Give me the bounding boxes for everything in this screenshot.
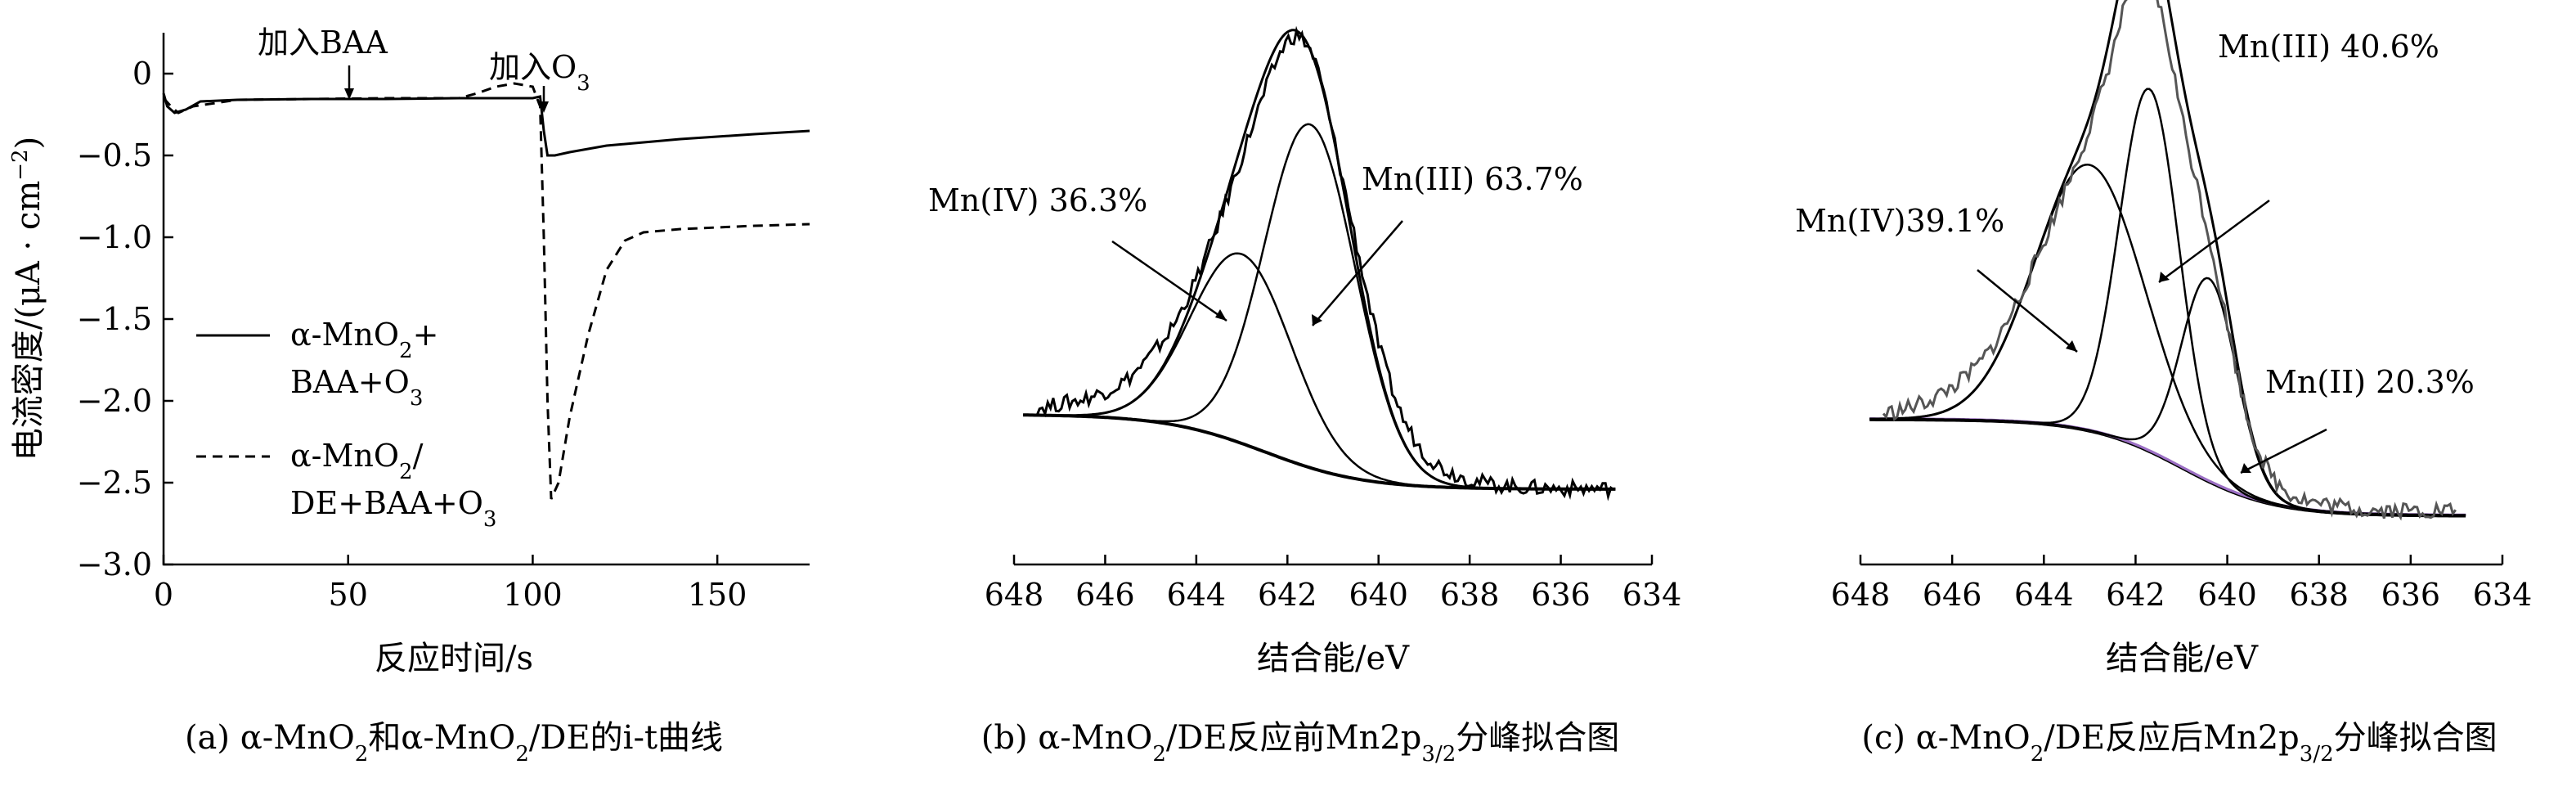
panel-a-y-tick-label: 0 [132,56,152,92]
panel-b-ticks: 648 646 644 642 640 638 636 634 [985,555,1682,613]
panel-c-x-tick-label: 640 [2197,577,2257,613]
annotation-c-mn4-arrow [1977,269,2078,353]
annotation-b-mn4-arrow [1111,240,1227,322]
annotation-c-mn3-arrowhead [2159,272,2170,282]
annotation-c-mn2-arrow [2240,428,2327,474]
panel-b-raw-spectrum [1035,25,1615,501]
panel-b-xps-before: 648 646 644 642 640 638 636 634 结合能/eV Mn(IV) 3… [928,25,1682,677]
panel-c-curves [1869,0,2466,521]
panel-a-it-curve: 0 50 100 150 0 −0.5 −1.0 −1.5 −2.0 −2.5 −3.0 电流密度/… [8,25,810,677]
panel-a-series [162,82,810,500]
annotation-add-o3: 加入O3 [489,49,590,96]
annotation-add-baa-arrowhead [344,88,354,100]
annotation-c-mn2-arrowhead [2241,463,2251,473]
caption-b: (b) α-MnO2/DE反应前Mn2p3/2分峰拟合图 [981,719,1620,767]
panel-c-x-axis-label: 结合能/eV [2106,640,2259,677]
panel-a-y-tick-label: −2.0 [77,383,152,419]
legend-series-2-line1: α-MnO2/ [290,438,424,484]
panel-b-peak-mniv [1023,252,1616,491]
panel-c-peak-mniii [1869,88,2466,517]
panel-c-xps-after: 648 646 644 642 640 638 636 634 结合能/eV Mn(III) … [1795,0,2532,677]
annotation-b-mn4-arrowhead [1215,309,1227,321]
panel-b-x-tick-label: 636 [1531,577,1591,613]
panel-c-x-tick-label: 638 [2289,577,2349,613]
annotation-b-mn3-arrowhead [1312,314,1322,326]
caption-a: (a) α-MnO2和α-MnO2/DE的i-t曲线 [185,719,723,767]
annotation-c-mn2: Mn(II) 20.3% [2265,364,2475,400]
panel-b-x-tick-label: 634 [1622,577,1682,613]
panel-a-y-tick-label: −2.5 [77,465,152,501]
panel-a-x-tick-label: 100 [503,577,563,613]
series-line-1 [162,92,810,157]
panel-a-legend: α-MnO2+ BAA+O3 α-MnO2/ DE+BAA+O3 [196,317,496,532]
annotation-c-mn3-arrow [2158,199,2270,284]
panel-c-ticks: 648 646 644 642 640 638 636 634 [1831,555,2533,613]
legend-series-1-line2: BAA+O3 [290,364,423,411]
panel-a-x-tick-label: 50 [329,577,368,613]
annotation-add-o3-arrowhead [539,101,549,113]
panel-c-x-tick-label: 634 [2473,577,2533,613]
panel-b-x-tick-label: 644 [1167,577,1227,613]
panel-a-x-axis-label: 反应时间/s [375,640,533,677]
panel-c-background-line [1869,417,2466,517]
panel-a-x-tick-label: 150 [688,577,747,613]
panel-c-x-tick-label: 648 [1831,577,1891,613]
panel-b-x-tick-label: 648 [985,577,1044,613]
annotation-c-mn4: Mn(IV)39.1% [1795,203,2004,239]
caption-c: (c) α-MnO2/DE反应后Mn2p3/2分峰拟合图 [1861,719,2497,767]
annotation-b-mn4: Mn(IV) 36.3% [928,182,1147,218]
annotation-c-mn3: Mn(III) 40.6% [2218,29,2439,65]
panel-c-x-tick-label: 644 [2014,577,2074,613]
panel-c-background-line-dark [1869,420,2466,518]
panel-b-x-tick-label: 646 [1075,577,1135,613]
panel-c-x-tick-label: 646 [1923,577,1982,613]
legend-series-2-line2: DE+BAA+O3 [290,485,496,532]
panel-a-y-tick-label: −0.5 [77,137,152,173]
panel-c-raw-spectrum [1882,0,2457,521]
series-line-2 [162,82,810,500]
panel-b-background-line [1023,413,1616,491]
legend-series-1-line1: α-MnO2+ [290,317,438,363]
panel-c-x-tick-label: 642 [2106,577,2165,613]
panel-a-x-tick-label: 0 [154,577,173,613]
panel-a-ticks: 0 50 100 150 0 −0.5 −1.0 −1.5 −2.0 −2.5 −3.0 [77,56,747,613]
annotation-b-mn3: Mn(III) 63.7% [1362,161,1583,197]
panel-b-envelope [1023,29,1616,491]
panel-c-envelope [1869,0,2466,517]
panel-b-x-tick-label: 640 [1349,577,1408,613]
panel-a-y-tick-label: −1.5 [77,301,152,337]
panel-b-x-axis-label: 结合能/eV [1257,640,1410,677]
panel-a-y-axis-label: 电流密度/(μA · cm−2) [8,137,47,461]
panel-b-x-tick-label: 642 [1258,577,1317,613]
panel-b-x-tick-label: 638 [1440,577,1500,613]
annotation-add-baa: 加入BAA [258,25,388,61]
annotation-c-mn4-arrowhead [2066,340,2077,352]
panel-a-axes-frame [162,33,810,566]
panel-a-y-tick-label: −1.0 [77,219,152,255]
annotation-b-mn3-arrow [1312,220,1403,326]
panel-b-curves [1023,25,1616,501]
panel-a-y-tick-label: −3.0 [77,546,152,582]
panel-c-x-tick-label: 636 [2381,577,2441,613]
